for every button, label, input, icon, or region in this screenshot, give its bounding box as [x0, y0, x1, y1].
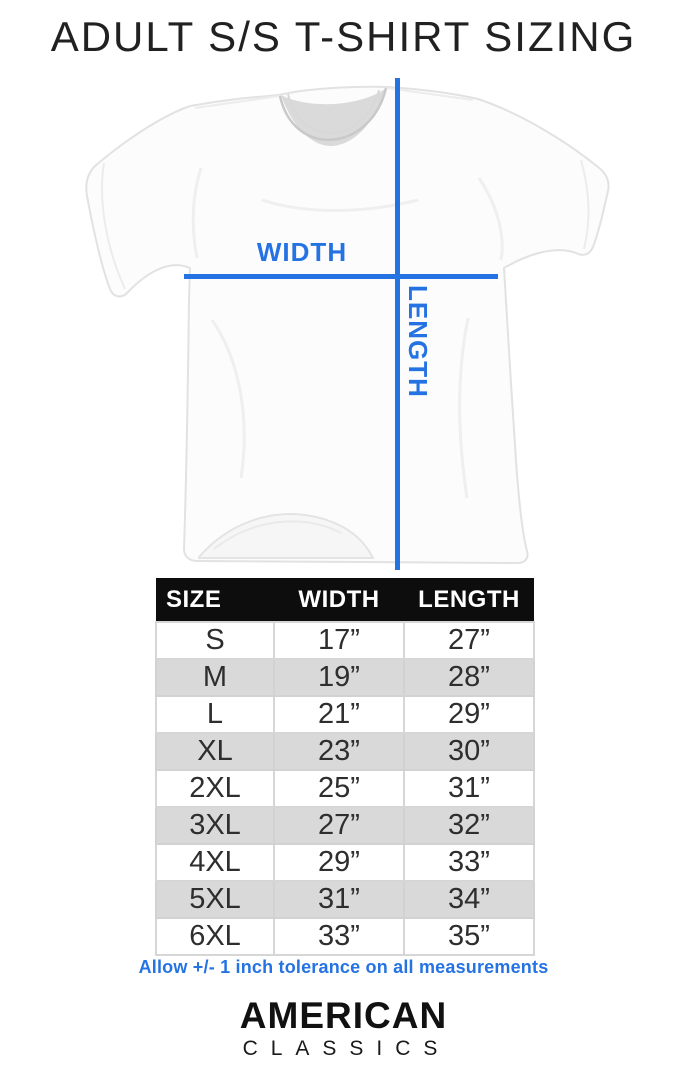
brand-logo: AMERICAN CLASSICS — [0, 995, 687, 1061]
cell-width: 23” — [273, 732, 405, 771]
size-table: SIZE WIDTH LENGTH S 17” 27” M 19” 28” L … — [155, 578, 535, 956]
cell-width: 27” — [273, 806, 405, 845]
brand-logo-classics: CLASSICS — [242, 1036, 451, 1060]
table-row: 2XL 25” 31” — [155, 769, 535, 808]
cell-size: 2XL — [155, 769, 275, 808]
table-row: 6XL 33” 35” — [155, 917, 535, 956]
tshirt-seams — [101, 87, 590, 290]
cell-length: 32” — [403, 806, 535, 845]
cell-size: 6XL — [155, 917, 275, 956]
length-label: LENGTH — [403, 285, 433, 398]
tshirt-collar-outer — [278, 87, 388, 142]
cell-size: 3XL — [155, 806, 275, 845]
table-row: 4XL 29” 33” — [155, 843, 535, 882]
cell-width: 33” — [273, 917, 405, 956]
tolerance-note: Allow +/- 1 inch tolerance on all measur… — [138, 957, 549, 977]
tshirt-illustration: WIDTH LENGTH — [85, 78, 610, 570]
tshirt-collar-inner — [287, 89, 380, 134]
table-row: M 19” 28” — [155, 658, 535, 697]
cell-size: M — [155, 658, 275, 697]
size-table-header: SIZE WIDTH LENGTH — [156, 578, 534, 622]
cell-size: 5XL — [155, 880, 275, 919]
table-row: S 17” 27” — [155, 621, 535, 660]
cell-size: L — [155, 695, 275, 734]
tshirt-collar-shadow — [281, 89, 385, 146]
column-header-width: WIDTH — [274, 578, 404, 622]
cell-size: 4XL — [155, 843, 275, 882]
cell-width: 25” — [273, 769, 405, 808]
column-header-length: LENGTH — [404, 578, 534, 622]
table-row: 5XL 31” 34” — [155, 880, 535, 919]
tshirt-hem-fold — [198, 513, 375, 559]
cell-width: 29” — [273, 843, 405, 882]
column-header-size: SIZE — [156, 578, 274, 622]
cell-length: 33” — [403, 843, 535, 882]
cell-width: 31” — [273, 880, 405, 919]
cell-width: 17” — [273, 621, 405, 660]
length-measure-line — [395, 78, 400, 570]
cell-width: 21” — [273, 695, 405, 734]
cell-size: XL — [155, 732, 275, 771]
cell-length: 34” — [403, 880, 535, 919]
cell-length: 31” — [403, 769, 535, 808]
tshirt-body — [85, 85, 610, 564]
cell-length: 27” — [403, 621, 535, 660]
cell-length: 35” — [403, 917, 535, 956]
cell-length: 29” — [403, 695, 535, 734]
cell-length: 30” — [403, 732, 535, 771]
brand-logo-american: AMERICAN — [239, 995, 448, 1036]
width-measure-line — [184, 274, 498, 279]
table-row: L 21” 29” — [155, 695, 535, 734]
cell-width: 19” — [273, 658, 405, 697]
page-title: ADULT S/S T-SHIRT SIZING — [50, 13, 637, 60]
table-row: 3XL 27” 32” — [155, 806, 535, 845]
width-label: WIDTH — [257, 237, 347, 267]
cell-length: 28” — [403, 658, 535, 697]
cell-size: S — [155, 621, 275, 660]
table-row: XL 23” 30” — [155, 732, 535, 771]
tshirt-hem-crease — [213, 520, 342, 550]
tshirt-wrinkles — [191, 167, 504, 499]
